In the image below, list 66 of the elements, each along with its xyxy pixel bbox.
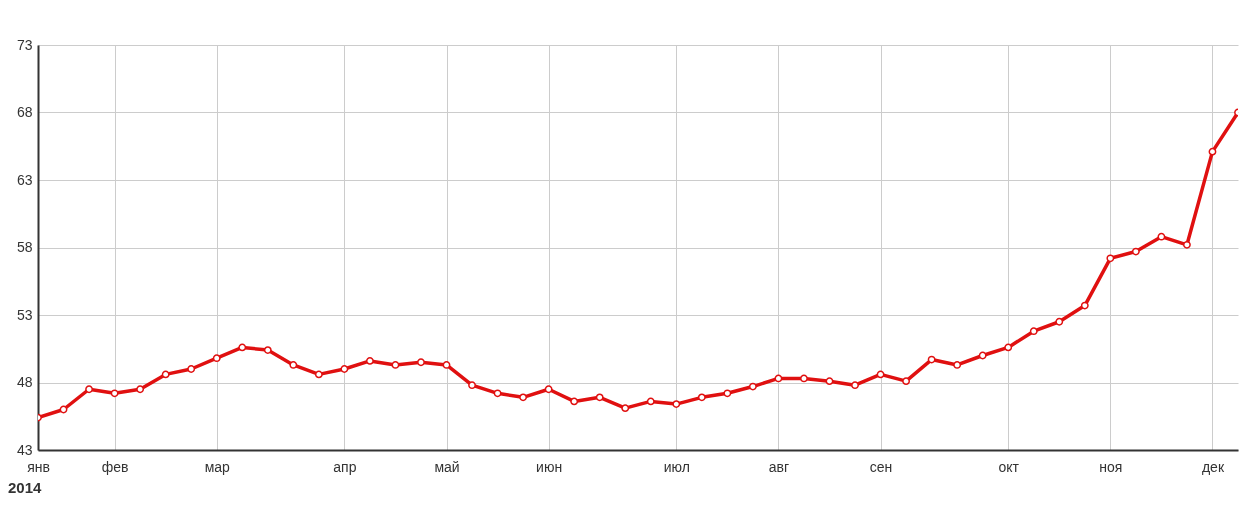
point	[493, 389, 502, 398]
point	[1208, 147, 1217, 156]
y-tick-label: 53	[16, 306, 33, 323]
x-tick-label: окт	[998, 458, 1020, 475]
point	[621, 404, 630, 413]
point	[187, 365, 196, 373]
x-tick-label: июл	[663, 458, 690, 475]
point	[110, 389, 119, 398]
y-tick-label: 48	[16, 374, 33, 390]
y-tick-label: 43	[16, 441, 33, 458]
point	[1106, 254, 1115, 263]
point	[851, 381, 859, 390]
point	[1004, 343, 1013, 352]
x-tick-label: сен	[869, 458, 893, 475]
text: 2014	[8, 479, 43, 496]
x-tick-label: ноя	[1099, 458, 1123, 475]
point	[1157, 232, 1166, 241]
y-tick-label: 63	[16, 171, 33, 188]
point	[876, 370, 885, 379]
point	[340, 365, 349, 373]
point	[263, 346, 272, 355]
point	[391, 361, 400, 369]
point	[902, 377, 910, 386]
y-tick-label: 73	[16, 36, 33, 53]
point	[953, 361, 962, 369]
point	[595, 393, 604, 402]
point	[85, 385, 93, 394]
point	[212, 354, 221, 363]
point	[161, 370, 170, 379]
x-tick-label: дек	[1201, 458, 1225, 475]
point	[59, 405, 68, 414]
point	[238, 343, 247, 352]
x-tick-label: июн	[536, 458, 563, 475]
point	[468, 381, 476, 390]
point	[800, 374, 808, 383]
x-tick-label: фев	[101, 458, 129, 475]
point	[1131, 247, 1140, 256]
point	[723, 389, 732, 398]
x-tick-label: авг	[768, 458, 790, 475]
point	[748, 382, 757, 391]
point	[978, 351, 987, 360]
point	[825, 377, 834, 386]
point	[646, 397, 655, 406]
point	[366, 356, 374, 365]
point	[136, 385, 145, 394]
point	[544, 385, 553, 394]
point	[1029, 327, 1038, 336]
point	[672, 400, 681, 409]
point	[314, 370, 323, 379]
y-tick-label: 68	[16, 104, 33, 120]
point	[442, 361, 451, 369]
y-tick-label: 58	[16, 239, 33, 255]
x-tick-label: мар	[204, 458, 231, 475]
point	[1080, 301, 1089, 310]
point	[697, 393, 706, 402]
point	[417, 358, 425, 367]
point	[1183, 240, 1191, 249]
point	[1055, 317, 1064, 326]
point	[774, 374, 783, 383]
point	[519, 393, 528, 402]
x-tick-label: апр	[333, 458, 357, 475]
x-tick-label: янв	[27, 458, 50, 475]
point	[289, 361, 298, 369]
point	[570, 397, 579, 406]
x-tick-label: май	[434, 458, 460, 475]
point	[927, 355, 936, 364]
